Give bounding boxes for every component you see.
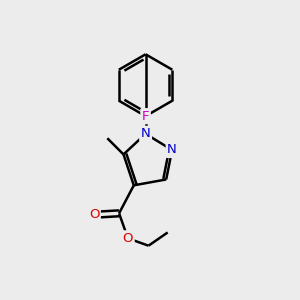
Text: N: N: [167, 143, 177, 157]
Text: F: F: [142, 110, 149, 123]
Text: O: O: [89, 208, 99, 221]
Text: N: N: [141, 127, 151, 140]
Text: O: O: [123, 232, 133, 245]
